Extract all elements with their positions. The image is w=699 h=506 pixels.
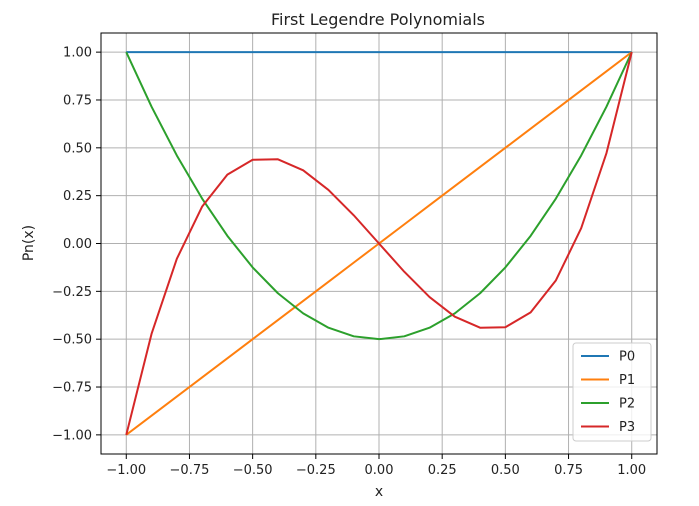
x-tick-label: 0.25 <box>428 463 457 478</box>
y-tick-label: 0.75 <box>63 93 92 108</box>
legend: P0 P1 P2 P3 <box>572 342 652 442</box>
x-tick-label: 0.00 <box>365 463 394 478</box>
x-tick-label: 0.75 <box>554 463 583 478</box>
y-tick-label: 0.25 <box>63 189 92 204</box>
y-tick-label: 0.00 <box>63 237 92 252</box>
x-tick-label: −0.50 <box>233 463 273 478</box>
legend-label-p1: P1 <box>619 373 635 388</box>
x-tick-label: 1.00 <box>617 463 646 478</box>
y-tick-label: −0.75 <box>52 381 92 396</box>
series-line-p2 <box>125 51 633 341</box>
legend-box <box>572 342 652 442</box>
y-axis-label: Pn(x) <box>21 225 37 261</box>
y-tick-label: −0.25 <box>52 285 92 300</box>
legend-label-p0: P0 <box>619 350 635 365</box>
legend-label-p2: P2 <box>619 397 635 412</box>
series-lines <box>125 51 633 436</box>
y-tick-label: 0.50 <box>63 141 92 156</box>
series-line-p3 <box>125 51 633 436</box>
x-tick-label: 0.50 <box>491 463 520 478</box>
legend-label-p3: P3 <box>619 420 635 435</box>
y-tick-label: −0.50 <box>52 333 92 348</box>
x-tick-label: −1.00 <box>106 463 146 478</box>
y-axis-ticks: −1.00 −0.75 −0.50 −0.25 0.00 0.25 0.50 0.75 1.00 <box>52 46 101 443</box>
x-tick-label: −0.75 <box>170 463 210 478</box>
chart-title: First Legendre Polynomials <box>271 10 485 29</box>
y-tick-label: 1.00 <box>63 46 92 61</box>
x-tick-label: −0.25 <box>296 463 336 478</box>
x-axis-label: x <box>375 484 383 500</box>
x-axis-ticks: −1.00 −0.75 −0.50 −0.25 0.00 0.25 0.50 0.75 1.00 <box>106 454 646 478</box>
y-tick-label: −1.00 <box>52 428 92 443</box>
